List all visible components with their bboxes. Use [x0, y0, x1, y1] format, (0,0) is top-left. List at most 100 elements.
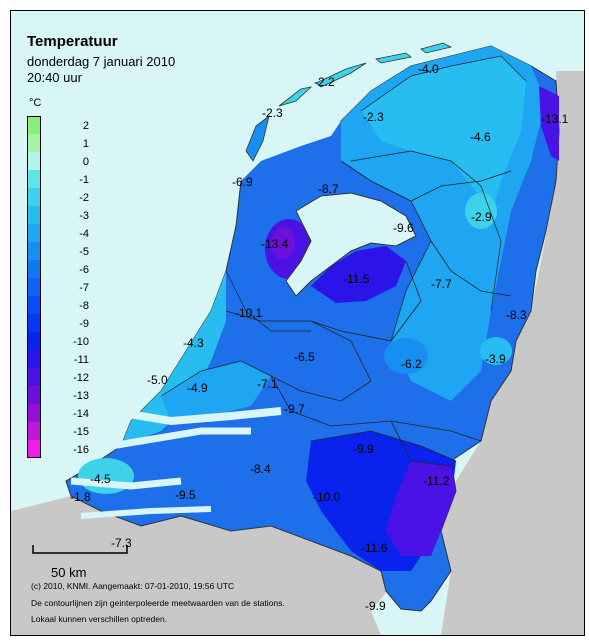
legend-label: -15: [73, 426, 89, 438]
legend-swatch: [27, 314, 41, 332]
legend-swatch: [27, 386, 41, 404]
legend-swatch: [27, 206, 41, 224]
legend-swatch: [27, 368, 41, 386]
legend-label: -14: [73, 408, 89, 420]
legend-swatch: [27, 152, 41, 170]
legend-label: -3: [79, 210, 89, 222]
station-value: -13.1: [541, 112, 569, 126]
station-value: -8.3: [506, 308, 527, 322]
legend-label: -10: [73, 336, 89, 348]
zeeland-water-4: [80, 506, 212, 519]
station-value: -8.7: [318, 182, 339, 196]
legend-label: -6: [79, 264, 89, 276]
zeeland-water-3: [70, 477, 182, 490]
legend-swatch: [27, 350, 41, 368]
wadden-sea: [241, 121, 341, 181]
station-value: -9.5: [175, 488, 196, 502]
legend-swatch: [27, 260, 41, 278]
island-vlieland: [278, 86, 313, 107]
legend-swatch: [27, 422, 41, 440]
station-value: -4.9: [187, 381, 208, 395]
legend-swatch: [27, 116, 41, 134]
credit-line-1: (c) 2010, KNMI. Aangemaakt: 07-01-2010, …: [31, 581, 235, 591]
station-value: -2.2: [314, 75, 335, 89]
station-value: -5.0: [147, 373, 168, 387]
band-limburg-cold: [386, 461, 456, 556]
germany-land: [441, 71, 584, 635]
station-value: -9.9: [365, 599, 386, 613]
belgium-land: [11, 496, 391, 635]
legend-label: -11: [73, 354, 89, 366]
station-value: -2.3: [262, 106, 283, 120]
zeeland-water-2: [80, 427, 251, 455]
band-coast-mild: [161, 361, 271, 421]
legend-unit: °C: [29, 97, 42, 109]
contour-lines: [160, 55, 527, 462]
island-schiermonnikoog: [420, 42, 453, 54]
legend-label: 0: [82, 156, 89, 168]
legend-swatch: [27, 296, 41, 314]
zeeland-water-1: [110, 407, 282, 426]
station-value: -8.4: [250, 462, 271, 476]
legend-swatch: [27, 134, 41, 152]
warm-spot-a: [465, 193, 497, 229]
legend-swatch: [27, 278, 41, 296]
station-value: -6.2: [401, 357, 422, 371]
station-value: -9.6: [393, 221, 414, 235]
station-value: -4.3: [183, 336, 204, 350]
station-value: -10.0: [313, 490, 341, 504]
legend-label: -2: [79, 192, 89, 204]
legend-swatch: [27, 242, 41, 260]
scale-bar: [32, 545, 128, 554]
warm-spot-b: [480, 337, 512, 365]
temperature-map[interactable]: -2.2 -4.0 -2.3 -2.3 -13.1 -4.6 -6.9 -8.7…: [11, 11, 584, 635]
station-value: -7.7: [431, 277, 452, 291]
station-value: -9.7: [284, 402, 305, 416]
legend-label: -5: [79, 246, 89, 258]
time-line: 20:40 uur: [27, 70, 82, 85]
station-value: -11.5: [343, 272, 370, 286]
ijsselmeer: [285, 192, 417, 297]
station-value: -3.9: [485, 352, 506, 366]
legend-label: -4: [79, 228, 89, 240]
legend-swatch: [27, 332, 41, 350]
cold-core-northeast: [539, 86, 559, 161]
station-value: -10.1: [235, 306, 263, 320]
station-value: -2.9: [471, 210, 492, 224]
island-ameland: [375, 52, 412, 64]
map-title: Temperatuur: [27, 33, 118, 50]
legend-label: -13: [73, 390, 89, 402]
legend-swatch: [27, 188, 41, 206]
date-line: donderdag 7 januari 2010: [27, 54, 176, 69]
legend-swatch: [27, 440, 41, 458]
legend-label: 1: [82, 138, 89, 150]
province-borders: [225, 160, 512, 467]
station-value: -4.5: [90, 472, 111, 486]
station-value: -11.2: [423, 474, 450, 488]
band-east-milder: [361, 56, 526, 231]
station-labels: -2.2 -4.0 -2.3 -2.3 -13.1 -4.6 -6.9 -8.7…: [70, 62, 569, 613]
legend-label: -8: [79, 300, 89, 312]
station-value: -6.5: [294, 350, 315, 364]
warm-spot-c: [384, 338, 428, 374]
island-terschelling: [315, 62, 367, 88]
scale-bar-label: 50 km: [51, 565, 87, 580]
island-texel: [245, 114, 270, 162]
cold-core-northholland-inner: [271, 227, 295, 259]
legend-label: 2: [82, 120, 89, 132]
legend-swatch: [27, 224, 41, 242]
legend-label: -1: [79, 174, 89, 186]
credit-line-3: Lokaal kunnen verschillen optreden.: [31, 614, 168, 624]
legend-label: -7: [79, 282, 89, 294]
credit-line-2: De contourlijnen zijn geinterpoleerde me…: [31, 598, 285, 608]
legend-label: -9: [79, 318, 89, 330]
station-value: -13.4: [261, 237, 289, 251]
station-value: -4.0: [418, 62, 439, 76]
legend-swatch: [27, 170, 41, 188]
station-value: -7.1: [257, 377, 278, 391]
station-value: -2.3: [363, 110, 384, 124]
station-value: -11.6: [361, 541, 388, 555]
legend-label: -12: [73, 372, 89, 384]
station-value: -4.6: [470, 130, 491, 144]
cold-core-flevoland: [311, 246, 406, 303]
